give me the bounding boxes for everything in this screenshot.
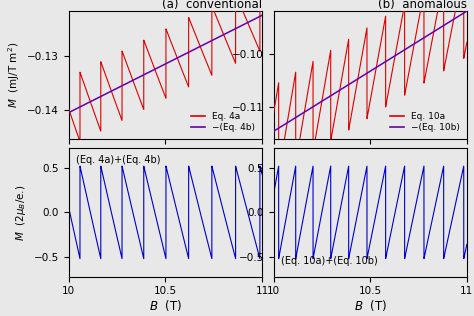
Text: (Eq. 10a)+(Eq. 10b): (Eq. 10a)+(Eq. 10b) <box>282 256 378 266</box>
Y-axis label: $M$  (mJ/T m$^2$): $M$ (mJ/T m$^2$) <box>6 42 22 108</box>
Text: (a)  conventional: (a) conventional <box>162 0 262 11</box>
X-axis label: $B$  (T): $B$ (T) <box>149 298 182 313</box>
Y-axis label: $M$  (2$\mu_B$/e.): $M$ (2$\mu_B$/e.) <box>14 184 28 240</box>
Text: (Eq. 4a)+(Eq. 4b): (Eq. 4a)+(Eq. 4b) <box>76 155 161 165</box>
Text: (b)  anomalous: (b) anomalous <box>378 0 467 11</box>
Legend: Eq. 4a, −(Eq. 4b): Eq. 4a, −(Eq. 4b) <box>188 110 257 135</box>
Legend: Eq. 10a, −(Eq. 10b): Eq. 10a, −(Eq. 10b) <box>387 110 462 135</box>
X-axis label: $B$  (T): $B$ (T) <box>354 298 387 313</box>
